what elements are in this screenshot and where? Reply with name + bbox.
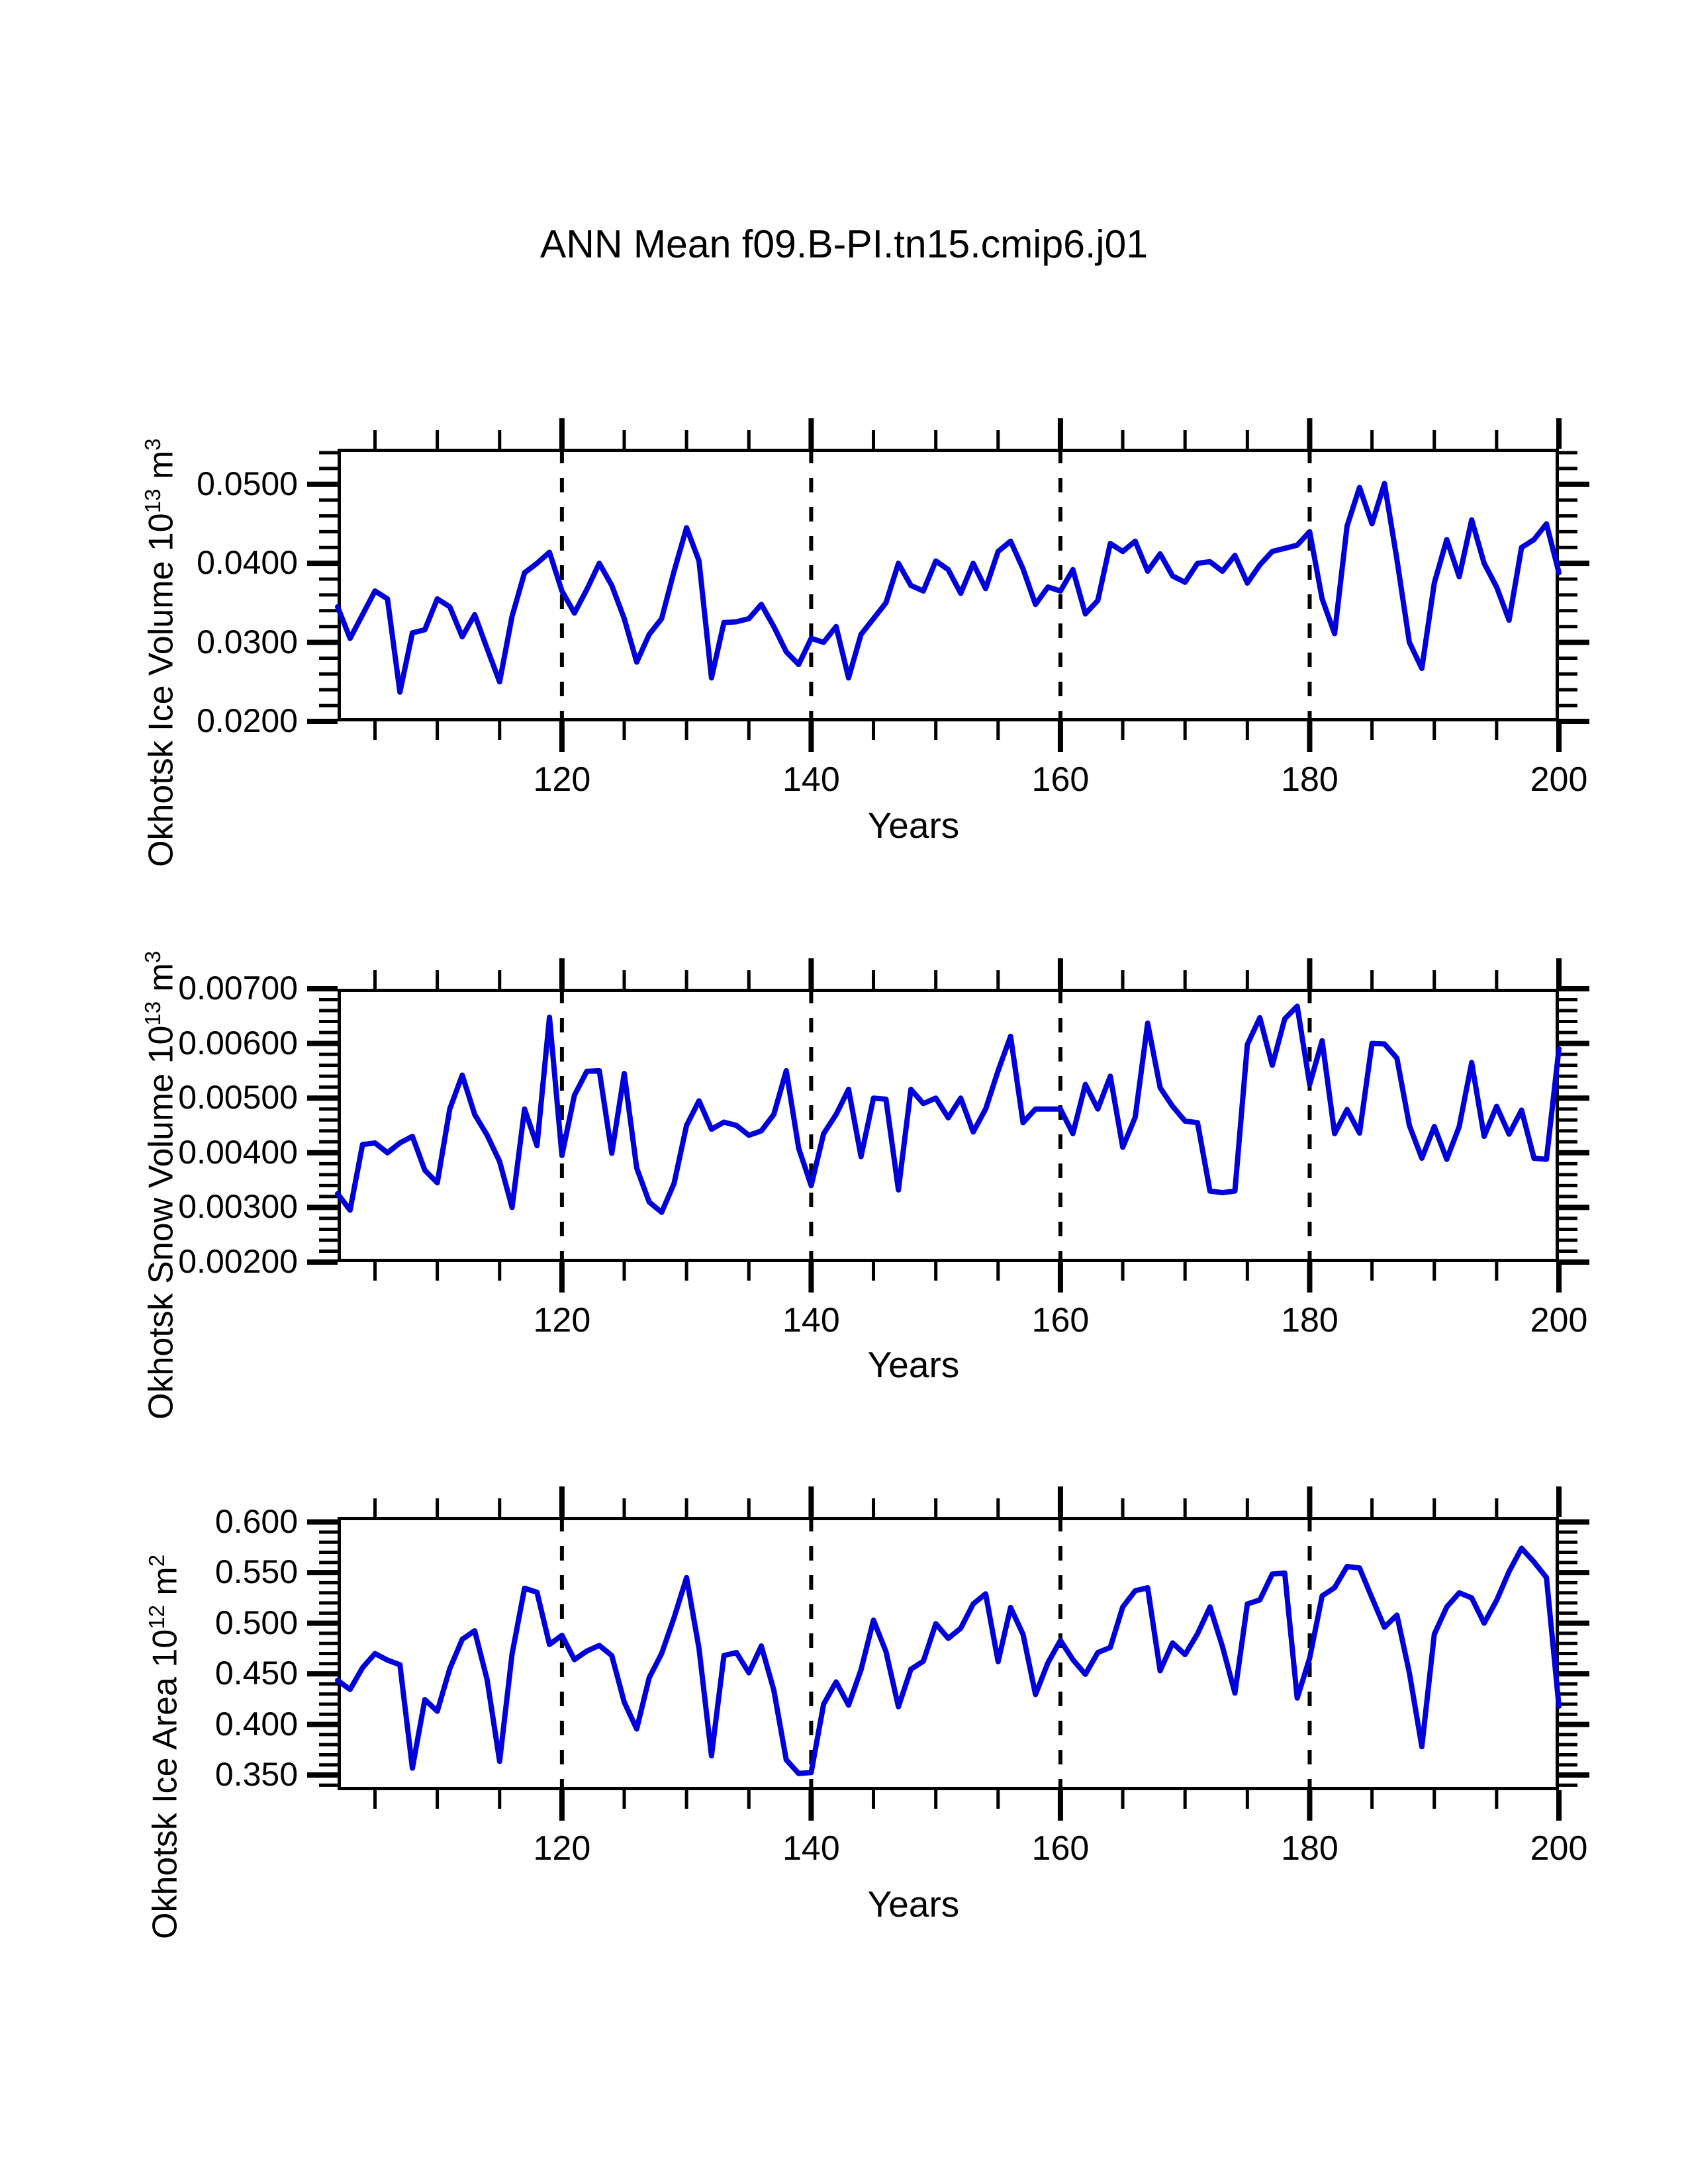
y-tick-label: 0.00500 — [178, 1079, 298, 1116]
ice-volume-panel: Okhotsk Ice Volume 1013 m3 Years 0.0200 0… — [0, 0, 1688, 867]
x-tick-label: 160 — [1031, 760, 1090, 799]
ice-volume-x-axis-label: Years — [867, 805, 960, 846]
y-tick-label: 0.00600 — [178, 1024, 298, 1062]
y-tick-label: 0.00700 — [178, 970, 298, 1007]
y-tick-label: 0.350 — [214, 1756, 298, 1794]
y-tick-label: 0.0400 — [197, 544, 298, 582]
x-tick-label: 180 — [1281, 1301, 1338, 1340]
y-tick-label: 0.600 — [214, 1502, 298, 1540]
y-tick-label: 0.0300 — [197, 623, 298, 660]
x-tick-label: 180 — [1281, 1829, 1338, 1868]
x-tick-label: 200 — [1530, 760, 1588, 799]
x-tick-label: 140 — [782, 760, 840, 799]
snow-volume-x-axis-label: Years — [867, 1344, 960, 1385]
ice-volume-line — [335, 480, 1562, 695]
y-tick-label: 0.0200 — [197, 702, 298, 739]
y-tick-label: 0.00300 — [178, 1188, 298, 1226]
x-tick-label: 140 — [782, 1829, 840, 1868]
x-tick-label: 120 — [533, 1301, 591, 1340]
x-tick-label: 180 — [1281, 760, 1338, 799]
x-tick-label: 200 — [1530, 1829, 1588, 1868]
page-title: ANN Mean f09.B-PI.tn15.cmip6.j01 — [539, 222, 1149, 266]
x-tick-label: 140 — [782, 1301, 840, 1340]
y-tick-label: 0.550 — [214, 1553, 298, 1591]
y-tick-label: 0.0500 — [197, 465, 298, 502]
y-tick-label: 0.400 — [214, 1705, 298, 1743]
x-tick-label: 120 — [533, 760, 591, 799]
x-tick-label: 160 — [1031, 1829, 1090, 1868]
x-tick-label: 200 — [1530, 1301, 1588, 1340]
ice-area-plot-area — [338, 1517, 1559, 1790]
x-tick-label: 120 — [533, 1829, 591, 1868]
y-tick-label: 0.450 — [214, 1655, 298, 1692]
x-tick-label: 160 — [1031, 1301, 1090, 1340]
y-tick-label: 0.00400 — [178, 1133, 298, 1171]
y-tick-label: 0.00200 — [178, 1243, 298, 1280]
ice-area-x-axis-label: Years — [867, 1884, 960, 1925]
snow-volume-line — [335, 1003, 1562, 1215]
y-tick-label: 0.500 — [214, 1604, 298, 1641]
